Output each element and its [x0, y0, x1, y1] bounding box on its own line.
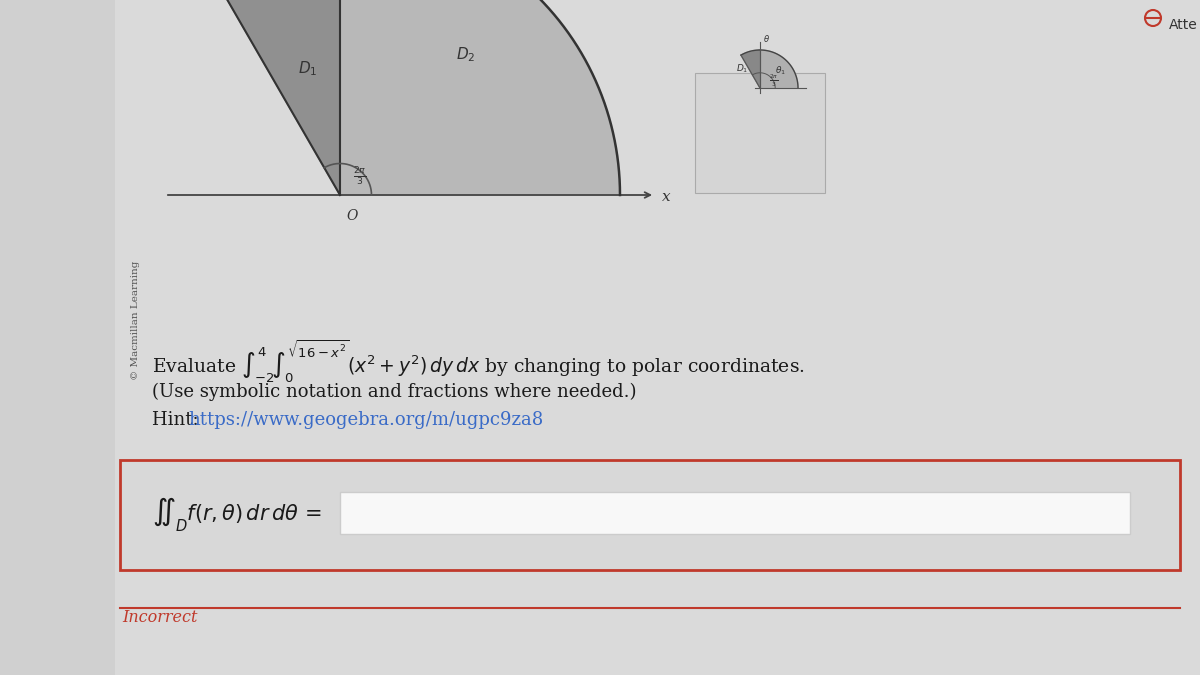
Text: $D_2$: $D_2$ [456, 46, 475, 64]
FancyBboxPatch shape [115, 0, 1200, 675]
Text: © Macmillan Learning: © Macmillan Learning [131, 261, 139, 379]
Text: x: x [662, 190, 671, 204]
Text: $D_1$: $D_1$ [299, 59, 318, 78]
Text: https://www.geogebra.org/m/ugpc9za8: https://www.geogebra.org/m/ugpc9za8 [188, 411, 544, 429]
Polygon shape [200, 0, 620, 195]
FancyBboxPatch shape [120, 460, 1180, 570]
Text: Evaluate $\int_{-2}^{4}\!\int_{0}^{\sqrt{16-x^2}}(x^2+y^2)\,dy\,dx$ by changing : Evaluate $\int_{-2}^{4}\!\int_{0}^{\sqrt… [152, 339, 805, 385]
Text: $\theta_1$: $\theta_1$ [775, 65, 786, 77]
Polygon shape [200, 0, 340, 195]
FancyBboxPatch shape [340, 492, 1130, 534]
Text: O: O [346, 209, 358, 223]
FancyBboxPatch shape [695, 73, 826, 193]
Text: $D_1$: $D_1$ [736, 63, 749, 75]
Text: $\frac{2\pi}{3}$: $\frac{2\pi}{3}$ [769, 72, 779, 88]
Text: (Use symbolic notation and fractions where needed.): (Use symbolic notation and fractions whe… [152, 383, 636, 401]
Text: Atte: Atte [1169, 18, 1198, 32]
Text: Incorrect: Incorrect [122, 610, 197, 626]
Polygon shape [742, 50, 798, 88]
Polygon shape [742, 50, 760, 88]
Text: $\iint_D f(r,\theta)\,dr\,d\theta\,=$: $\iint_D f(r,\theta)\,dr\,d\theta\,=$ [152, 495, 322, 535]
Text: $\theta$: $\theta$ [763, 33, 770, 44]
FancyBboxPatch shape [115, 0, 1200, 675]
Text: $\frac{2\pi}{3}$: $\frac{2\pi}{3}$ [353, 166, 367, 188]
Text: Hint:: Hint: [152, 411, 204, 429]
